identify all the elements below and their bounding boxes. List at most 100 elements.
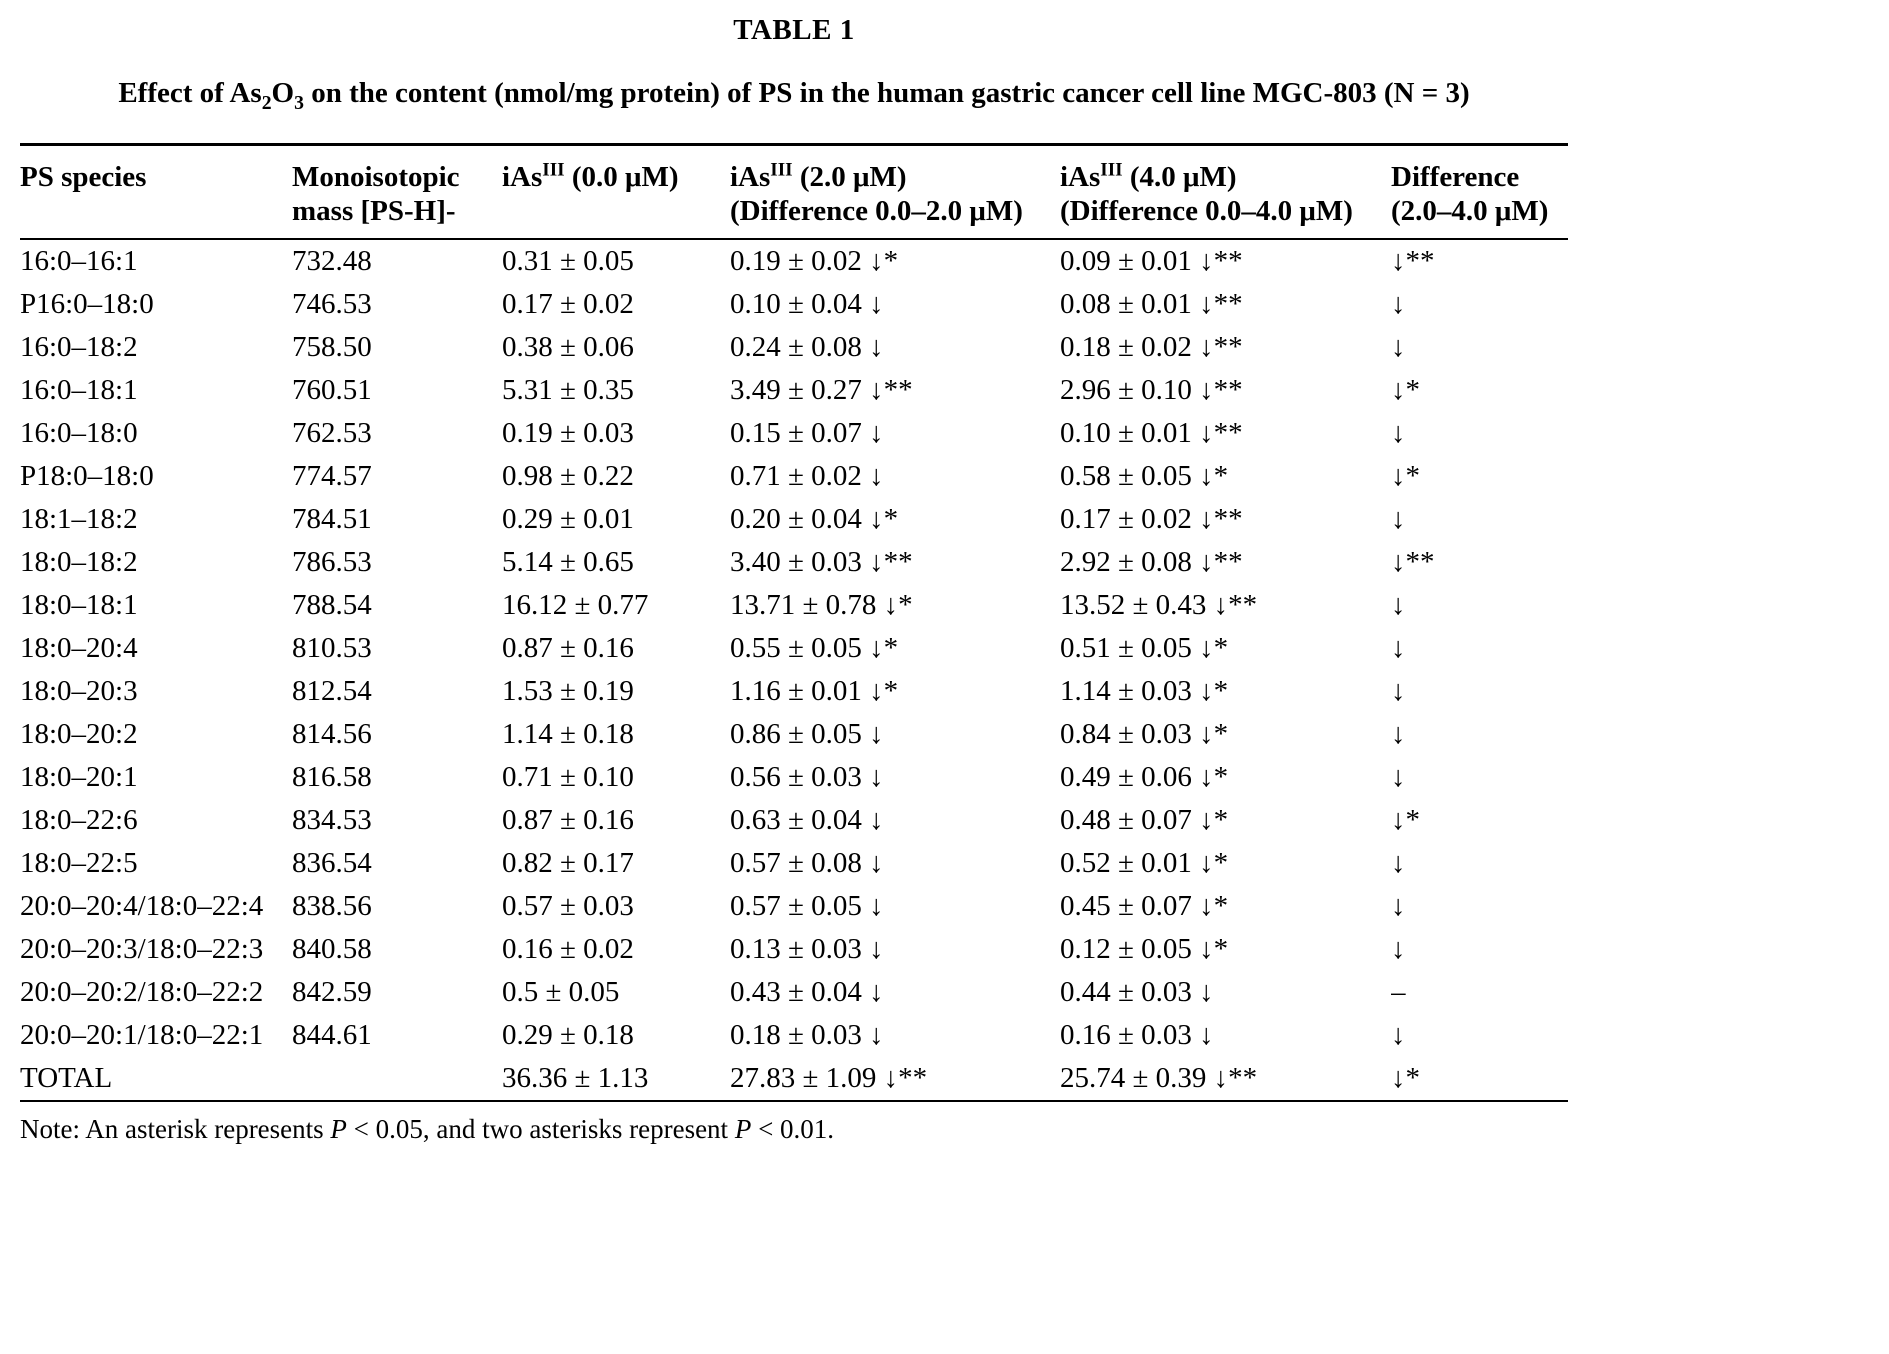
table-cell-ias-4um: 0.12 ± 0.05 ↓* bbox=[1060, 933, 1229, 966]
table-cell-ias-4um: 0.44 ± 0.03 ↓ bbox=[1060, 976, 1214, 1009]
table-row: 18:1–18:2 784.51 0.29 ± 0.01 0.20 ± 0.04 ↓*… bbox=[20, 498, 1568, 541]
table-row: 20:0–20:2/18:0–22:2 842.59 0.5 ± 0.05 0.43 … bbox=[20, 971, 1568, 1014]
header-text: iAs bbox=[502, 161, 543, 194]
table-cell-difference: ↓ bbox=[1391, 417, 1406, 450]
table-cell-ias-2um: 0.71 ± 0.02 ↓ bbox=[730, 460, 884, 493]
paper-page: TABLE 1 Effect of As2O3 on the content (… bbox=[20, 14, 1568, 1145]
table-cell-ias-4um: 0.84 ± 0.03 ↓* bbox=[1060, 718, 1229, 751]
table-row: 18:0–22:5 836.54 0.82 ± 0.17 0.57 ± 0.08 ↓ 0… bbox=[20, 842, 1568, 885]
column-header-ias-4um: iAsIII (4.0 μM) (Difference 0.0–4.0 μM) bbox=[1060, 144, 1391, 241]
column-header-monoisotopic-mass: Monoisotopic mass [PS-H]- bbox=[292, 144, 502, 241]
table-cell-monoisotopic-mass: 784.51 bbox=[292, 503, 372, 536]
header-text: Difference bbox=[1391, 161, 1520, 194]
table-cell-monoisotopic-mass: 746.53 bbox=[292, 288, 372, 321]
table-row: 18:0–20:4 810.53 0.87 ± 0.16 0.55 ± 0.05 ↓*… bbox=[20, 627, 1568, 670]
table-cell-ias-2um: 27.83 ± 1.09 ↓** bbox=[730, 1062, 928, 1095]
table-cell-ias-0um: 0.29 ± 0.01 bbox=[502, 503, 634, 536]
header-line2: (Difference 0.0–2.0 μM) bbox=[730, 195, 1023, 228]
table-cell-ias-0um: 0.87 ± 0.16 bbox=[502, 804, 634, 837]
table-body: 16:0–16:1 732.48 0.31 ± 0.05 0.19 ± 0.02 ↓*… bbox=[20, 239, 1568, 1101]
table-cell-monoisotopic-mass: 810.53 bbox=[292, 632, 372, 665]
table-cell-ias-4um: 1.14 ± 0.03 ↓* bbox=[1060, 675, 1229, 708]
table-cell-difference: ↓ bbox=[1391, 761, 1406, 794]
table-cell-ias-2um: 3.49 ± 0.27 ↓** bbox=[730, 374, 913, 407]
note-text: < 0.01. bbox=[751, 1114, 835, 1145]
table-subtitle: Effect of As2O3 on the content (nmol/mg … bbox=[20, 77, 1568, 115]
table-cell-ias-2um: 0.19 ± 0.02 ↓* bbox=[730, 245, 899, 278]
table-cell-ias-2um: 0.56 ± 0.03 ↓ bbox=[730, 761, 884, 794]
data-table: PS species Monoisotopic mass [PS-H]- iAsI… bbox=[20, 142, 1568, 1103]
subtitle-subscript: 3 bbox=[294, 91, 304, 114]
table-cell-monoisotopic-mass: 760.51 bbox=[292, 374, 372, 407]
table-cell-ias-0um: 36.36 ± 1.13 bbox=[502, 1062, 649, 1095]
table-cell-ias-2um: 0.57 ± 0.05 ↓ bbox=[730, 890, 884, 923]
table-cell-ps-species: 16:0–18:0 bbox=[20, 417, 138, 450]
header-line2: mass [PS-H]- bbox=[292, 195, 456, 228]
table-cell-ps-species: 20:0–20:2/18:0–22:2 bbox=[20, 976, 264, 1009]
column-header-ias-2um: iAsIII (2.0 μM) (Difference 0.0–2.0 μM) bbox=[730, 144, 1060, 241]
table-cell-monoisotopic-mass: 816.58 bbox=[292, 761, 372, 794]
table-cell-difference: ↓** bbox=[1391, 546, 1435, 579]
table-cell-ias-0um: 1.14 ± 0.18 bbox=[502, 718, 634, 751]
table-row: 20:0–20:1/18:0–22:1 844.61 0.29 ± 0.18 0.18… bbox=[20, 1014, 1568, 1057]
table-cell-ps-species: 18:0–20:4 bbox=[20, 632, 138, 665]
subtitle-subscript: 2 bbox=[261, 91, 272, 114]
subtitle-text: O bbox=[271, 77, 295, 109]
table-cell-ps-species: P16:0–18:0 bbox=[20, 288, 154, 321]
table-cell-ias-0um: 0.17 ± 0.02 bbox=[502, 288, 634, 321]
table-cell-difference: ↓ bbox=[1391, 933, 1406, 966]
table-cell-ias-2um: 0.20 ± 0.04 ↓* bbox=[730, 503, 899, 536]
table-row: 18:0–22:6 834.53 0.87 ± 0.16 0.63 ± 0.04 ↓ 0… bbox=[20, 799, 1568, 842]
table-row: 18:0–18:1 788.54 16.12 ± 0.77 13.71 ± 0.78 … bbox=[20, 584, 1568, 627]
table-cell-ias-4um: 0.48 ± 0.07 ↓* bbox=[1060, 804, 1229, 837]
table-cell-ias-4um: 0.58 ± 0.05 ↓* bbox=[1060, 460, 1229, 493]
header-row: PS species Monoisotopic mass [PS-H]- iAsI… bbox=[20, 144, 1568, 241]
table-cell-ps-species: 20:0–20:3/18:0–22:3 bbox=[20, 933, 264, 966]
table-cell-difference: ↓ bbox=[1391, 288, 1406, 321]
table-cell-ps-species: 18:0–18:2 bbox=[20, 546, 138, 579]
table-row: P18:0–18:0 774.57 0.98 ± 0.22 0.71 ± 0.02 ↓… bbox=[20, 455, 1568, 498]
table-cell-difference: ↓ bbox=[1391, 331, 1406, 364]
table-cell-ias-2um: 3.40 ± 0.03 ↓** bbox=[730, 546, 913, 579]
column-header-ps-species: PS species bbox=[20, 144, 292, 241]
table-cell-ias-0um: 0.31 ± 0.05 bbox=[502, 245, 634, 278]
header-text: PS species bbox=[20, 161, 147, 194]
table-cell-ps-species: 18:0–20:3 bbox=[20, 675, 138, 708]
note-text: Note: An asterisk represents bbox=[20, 1114, 331, 1145]
table-cell-difference: ↓* bbox=[1391, 1062, 1420, 1095]
table-cell-ias-0um: 1.53 ± 0.19 bbox=[502, 675, 634, 708]
table-cell-ias-0um: 16.12 ± 0.77 bbox=[502, 589, 649, 622]
table-cell-difference: ↓ bbox=[1391, 890, 1406, 923]
table-cell-difference: ↓ bbox=[1391, 589, 1406, 622]
header-text: (4.0 μM) bbox=[1122, 161, 1237, 194]
table-cell-ps-species: TOTAL bbox=[20, 1062, 113, 1095]
table-cell-ias-0um: 0.98 ± 0.22 bbox=[502, 460, 634, 493]
table-row: 16:0–18:1 760.51 5.31 ± 0.35 3.49 ± 0.27 ↓*… bbox=[20, 369, 1568, 412]
table-cell-difference: ↓ bbox=[1391, 847, 1406, 880]
table-cell-ps-species: 16:0–18:2 bbox=[20, 331, 138, 364]
table-cell-ps-species: 20:0–20:4/18:0–22:4 bbox=[20, 890, 264, 923]
subtitle-text: on the content (nmol/mg protein) of PS i… bbox=[303, 77, 1470, 109]
table-cell-ias-2um: 0.24 ± 0.08 ↓ bbox=[730, 331, 884, 364]
table-cell-difference: ↓ bbox=[1391, 632, 1406, 665]
table-cell-difference: ↓ bbox=[1391, 1019, 1406, 1052]
table-cell-difference: ↓ bbox=[1391, 503, 1406, 536]
table-cell-ias-4um: 2.92 ± 0.08 ↓** bbox=[1060, 546, 1243, 579]
header-text: Monoisotopic bbox=[292, 161, 460, 194]
table-row: 16:0–18:0 762.53 0.19 ± 0.03 0.15 ± 0.07 ↓ 0… bbox=[20, 412, 1568, 455]
table-cell-ias-0um: 0.87 ± 0.16 bbox=[502, 632, 634, 665]
table-cell-ias-4um: 0.18 ± 0.02 ↓** bbox=[1060, 331, 1243, 364]
table-cell-ps-species: 18:1–18:2 bbox=[20, 503, 138, 536]
table-row: 18:0–18:2 786.53 5.14 ± 0.65 3.40 ± 0.03 ↓*… bbox=[20, 541, 1568, 584]
table-cell-difference: ↓* bbox=[1391, 460, 1420, 493]
table-cell-ps-species: 18:0–18:1 bbox=[20, 589, 138, 622]
table-cell-difference: ↓ bbox=[1391, 718, 1406, 751]
table-cell-ias-4um: 0.10 ± 0.01 ↓** bbox=[1060, 417, 1243, 450]
table-cell-ias-0um: 5.31 ± 0.35 bbox=[502, 374, 634, 407]
table-row: 16:0–16:1 732.48 0.31 ± 0.05 0.19 ± 0.02 ↓*… bbox=[20, 239, 1568, 283]
header-superscript: III bbox=[1100, 159, 1123, 181]
table-cell-ias-4um: 13.52 ± 0.43 ↓** bbox=[1060, 589, 1258, 622]
note-text: < 0.05, and two asterisks represent bbox=[346, 1114, 735, 1145]
note-italic-p: P bbox=[734, 1114, 752, 1145]
table-cell-monoisotopic-mass: 844.61 bbox=[292, 1019, 372, 1052]
